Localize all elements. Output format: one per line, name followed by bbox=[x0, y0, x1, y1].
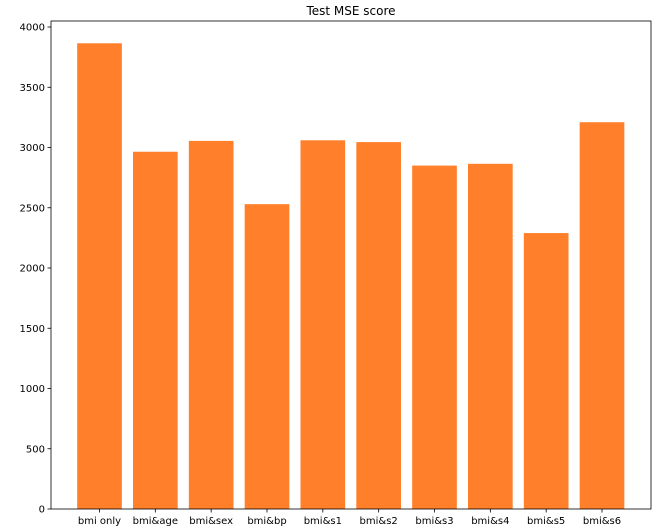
x-tick-label-3: bmi&bp bbox=[247, 516, 286, 527]
bar-3 bbox=[244, 204, 290, 509]
chart-title: Test MSE score bbox=[305, 4, 395, 18]
x-tick-label-1: bmi&age bbox=[133, 516, 178, 527]
x-tick-label-4: bmi&s1 bbox=[304, 516, 342, 527]
x-tick-label-9: bmi&s6 bbox=[583, 516, 621, 527]
y-tick-label-5: 2500 bbox=[20, 203, 45, 214]
y-tick-label-4: 2000 bbox=[20, 264, 45, 275]
y-tick-label-2: 1000 bbox=[20, 384, 45, 395]
bar-0 bbox=[77, 43, 122, 509]
y-tick-label-3: 1500 bbox=[20, 324, 45, 335]
x-tick-label-0: bmi only bbox=[78, 516, 121, 527]
y-tick-label-1: 500 bbox=[26, 444, 45, 455]
x-tick-label-5: bmi&s2 bbox=[360, 516, 398, 527]
plot-frame bbox=[50, 20, 652, 510]
x-tick-label-7: bmi&s4 bbox=[471, 516, 509, 527]
bar-2 bbox=[188, 140, 234, 509]
bars-layer bbox=[77, 43, 625, 510]
bar-7 bbox=[468, 163, 513, 510]
bar-1 bbox=[133, 151, 178, 510]
axes-layer bbox=[50, 20, 652, 510]
x-axis-ticks: bmi only bmi&age bmi&sex bmi&bp bmi&s1 bmi&s2… bbox=[78, 509, 621, 527]
x-tick-label-6: bmi&s3 bbox=[415, 516, 453, 527]
y-axis-ticks: 0 500 1000 1500 2000 2500 3000 3500 4000 bbox=[20, 23, 51, 516]
bar-5 bbox=[356, 142, 401, 509]
x-tick-label-8: bmi&s5 bbox=[527, 516, 565, 527]
y-tick-label-8: 4000 bbox=[20, 23, 45, 34]
y-tick-label-7: 3500 bbox=[20, 83, 45, 94]
y-tick-label-0: 0 bbox=[39, 505, 45, 516]
x-tick-label-2: bmi&sex bbox=[189, 516, 233, 527]
bar-8 bbox=[523, 233, 569, 509]
bar-9 bbox=[579, 122, 625, 510]
y-tick-label-6: 3000 bbox=[20, 143, 45, 154]
bar-6 bbox=[412, 165, 457, 509]
bar-4 bbox=[300, 140, 346, 510]
